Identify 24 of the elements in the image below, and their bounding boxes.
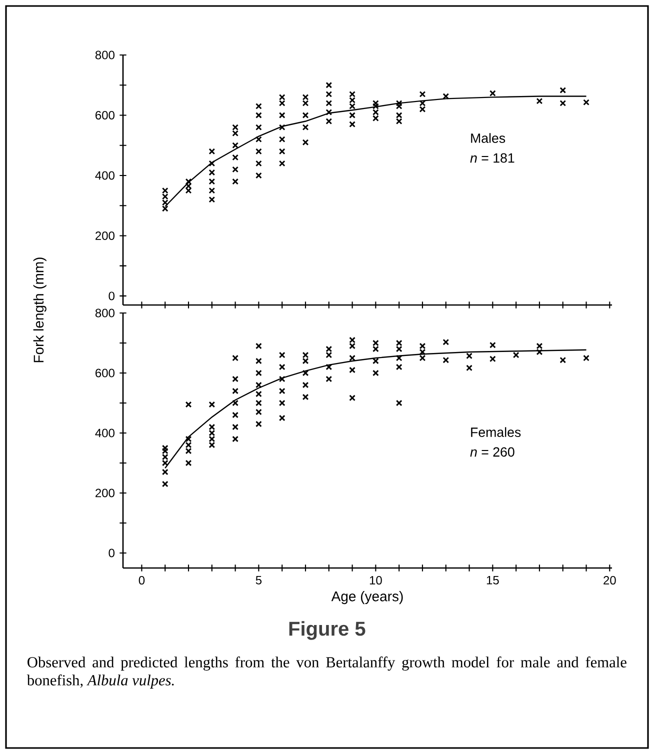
caption: Figure 5 — [289, 621, 366, 640]
y-tick-label: 200 — [96, 231, 114, 240]
y-tick-label: 400 — [95, 428, 114, 438]
x-tick-label: 10 — [370, 576, 382, 585]
annotation: n = 181 — [470, 153, 514, 163]
annotation: Males — [471, 133, 506, 143]
y-tick-label: 600 — [96, 368, 114, 378]
x-tick-label: 15 — [486, 576, 499, 584]
annotation: n = 260 — [470, 447, 514, 457]
text: Observed and predicted lengths from the von Bertalanffy growth model for male and female bonefish, Albula vulpes. — [26, 656, 626, 689]
y-tick-label: 0 — [108, 548, 114, 558]
y-tick-label: 800 — [95, 50, 114, 60]
y-tick-label: 400 — [95, 171, 114, 180]
annotation: Females — [471, 427, 521, 437]
y-tick-label: 200 — [96, 488, 114, 498]
line-series — [164, 349, 587, 469]
x-axis-title: Age (years) — [331, 591, 403, 604]
x-tick-label: 0 — [138, 576, 145, 585]
y-tick-label: 600 — [96, 110, 114, 120]
x-tick-label: 5 — [256, 576, 262, 584]
y-tick-label: 800 — [95, 308, 114, 318]
y-axis-title: Fork length (mm) — [33, 258, 46, 362]
y-tick-label: 0 — [108, 292, 114, 300]
x-tick-label: 20 — [604, 576, 616, 585]
